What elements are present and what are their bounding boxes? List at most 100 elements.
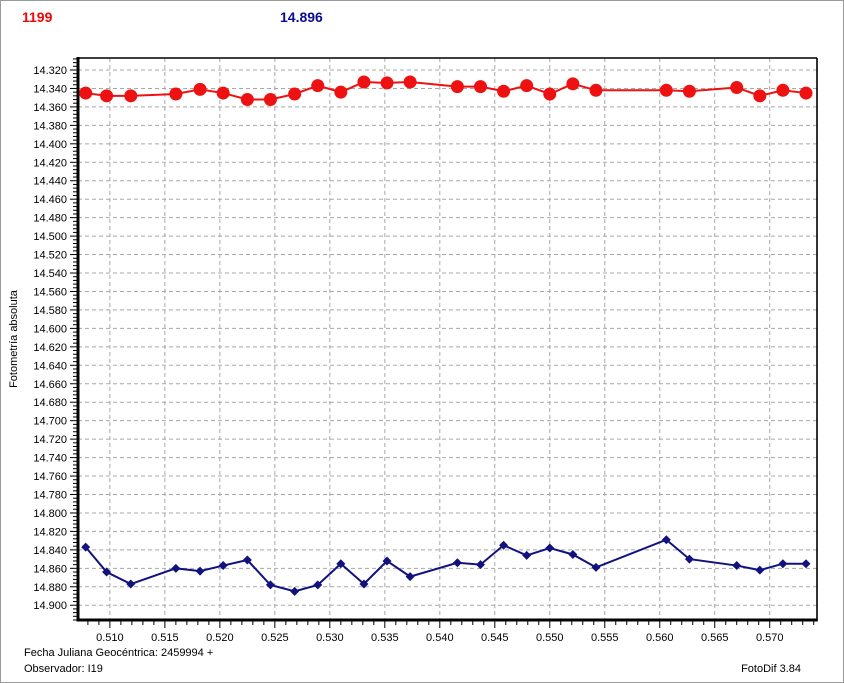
y-tick-label: 14.400	[33, 139, 67, 151]
x-tick-label: 0.535	[371, 632, 399, 644]
y-tick-label: 14.620	[33, 342, 67, 354]
julian-date-label: Fecha Juliana Geocéntrica: 2459994 +	[24, 647, 214, 659]
data-point-comparison-blue	[126, 579, 136, 589]
data-point-target-red	[334, 85, 348, 99]
y-tick-label: 14.680	[33, 397, 67, 409]
data-point-comparison-blue	[778, 559, 788, 569]
plot-border	[76, 57, 818, 622]
x-tick-label: 0.570	[756, 632, 784, 644]
y-tick-label: 14.440	[33, 176, 67, 188]
y-tick-label: 14.580	[33, 305, 67, 317]
data-point-target-red	[799, 86, 813, 100]
x-tick-label: 0.520	[206, 632, 234, 644]
data-point-target-red	[288, 87, 302, 101]
data-point-target-red	[659, 83, 673, 97]
data-point-target-red	[473, 80, 487, 94]
y-tick-label: 14.860	[33, 563, 67, 575]
data-point-target-red	[357, 75, 371, 89]
data-point-comparison-blue	[568, 549, 578, 559]
data-point-comparison-blue	[801, 559, 811, 569]
data-point-target-red	[169, 87, 183, 101]
x-tick-label: 0.525	[261, 632, 289, 644]
data-point-comparison-blue	[452, 558, 462, 568]
object-number-label: 1199	[22, 9, 53, 25]
observer-label: Observador: I19	[24, 663, 103, 675]
reference-magnitude-label: 14.896	[280, 9, 323, 25]
x-tick-label: 0.510	[96, 632, 124, 644]
data-point-comparison-blue	[382, 556, 392, 566]
series-comparison-blue	[81, 535, 811, 596]
data-point-target-red	[682, 84, 696, 98]
y-tick-label: 14.740	[33, 453, 67, 465]
data-point-target-red	[216, 86, 230, 100]
data-point-comparison-blue	[545, 543, 555, 553]
y-tick-label: 14.840	[33, 545, 67, 557]
y-tick-label: 14.720	[33, 434, 67, 446]
data-point-comparison-blue	[290, 586, 300, 596]
data-point-comparison-blue	[218, 561, 228, 571]
y-tick-label: 14.420	[33, 157, 67, 169]
x-tick-label: 0.545	[481, 632, 509, 644]
x-tick-label: 0.555	[591, 632, 619, 644]
x-tick-labels: 0.510 0.515 0.520 0.525 0.530 0.535 0.540 0.545…	[96, 632, 783, 644]
y-tick-label: 14.760	[33, 471, 67, 483]
y-tick-label: 14.660	[33, 379, 67, 391]
gridlines	[78, 58, 817, 620]
data-point-target-red	[450, 80, 464, 94]
y-tick-label: 14.360	[33, 102, 67, 114]
y-tick-label: 14.520	[33, 250, 67, 262]
data-point-target-red	[311, 79, 325, 93]
data-point-comparison-blue	[265, 580, 275, 590]
data-point-comparison-blue	[732, 561, 742, 571]
data-point-target-red	[403, 75, 417, 89]
y-tick-label: 14.600	[33, 323, 67, 335]
y-tick-label: 14.820	[33, 526, 67, 538]
y-tick-label: 14.900	[33, 600, 67, 612]
data-point-target-red	[240, 93, 254, 107]
data-point-comparison-blue	[755, 565, 765, 575]
data-point-comparison-blue	[195, 566, 205, 576]
data-point-comparison-blue	[405, 572, 415, 582]
data-point-comparison-blue	[499, 540, 509, 550]
data-point-target-red	[776, 83, 790, 97]
data-point-target-red	[753, 89, 767, 103]
data-point-target-red	[79, 86, 93, 100]
data-point-target-red	[543, 87, 557, 101]
data-point-comparison-blue	[661, 535, 671, 545]
y-tick-label: 14.700	[33, 416, 67, 428]
x-tick-label: 0.560	[646, 632, 674, 644]
data-point-target-red	[589, 83, 603, 97]
data-point-comparison-blue	[313, 580, 323, 590]
y-tick-label: 14.540	[33, 268, 67, 280]
y-tick-label: 14.340	[33, 83, 67, 95]
series-target-red	[79, 75, 813, 107]
data-point-target-red	[263, 93, 277, 107]
data-point-comparison-blue	[81, 542, 91, 552]
y-tick-label: 14.780	[33, 489, 67, 501]
y-tick-label: 14.320	[33, 65, 67, 77]
data-point-comparison-blue	[242, 555, 252, 565]
x-tick-label: 0.530	[316, 632, 344, 644]
y-tick-label: 14.460	[33, 194, 67, 206]
data-point-target-red	[124, 89, 138, 103]
data-point-comparison-blue	[171, 563, 181, 573]
software-version-label: FotoDif 3.84	[741, 663, 801, 675]
data-point-target-red	[520, 79, 534, 93]
x-tick-label: 0.550	[536, 632, 564, 644]
y-tick-label: 14.500	[33, 231, 67, 243]
y-tick-label: 14.380	[33, 120, 67, 132]
x-tick-label: 0.515	[151, 632, 179, 644]
data-point-comparison-blue	[336, 559, 346, 569]
y-tick-label: 14.880	[33, 582, 67, 594]
data-point-target-red	[380, 76, 394, 90]
x-tick-label: 0.565	[701, 632, 729, 644]
data-point-comparison-blue	[591, 562, 601, 572]
y-tick-label: 14.560	[33, 286, 67, 298]
y-tick-label: 14.480	[33, 213, 67, 225]
data-point-target-red	[193, 82, 207, 96]
data-point-comparison-blue	[102, 567, 112, 577]
data-point-target-red	[100, 89, 114, 103]
data-point-comparison-blue	[475, 560, 485, 570]
